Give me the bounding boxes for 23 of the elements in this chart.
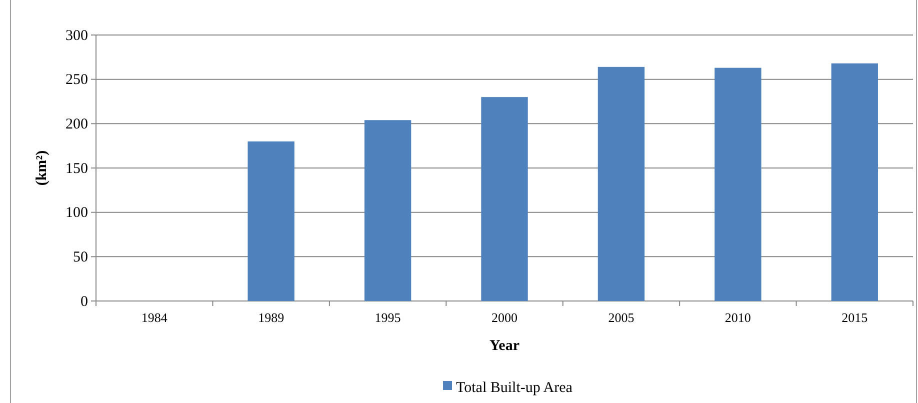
y-tick-label: 300 (66, 28, 88, 44)
y-tick-label: 200 (66, 116, 88, 132)
y-tick-label: 250 (66, 72, 88, 88)
x-tick-label: 1995 (374, 310, 401, 326)
x-tick-label: 1989 (258, 310, 284, 326)
y-tick-label: 50 (73, 249, 88, 266)
bar (714, 68, 762, 301)
bar (364, 120, 412, 301)
x-tick-label: 2005 (608, 310, 634, 326)
x-tick-label: 2010 (724, 310, 751, 326)
y-tick-label: 100 (66, 205, 88, 222)
y-tick-label: 0 (80, 294, 88, 310)
y-tick-label: 150 (66, 160, 88, 177)
x-tick-label: 2000 (492, 310, 518, 326)
y-axis-title: (km²) (34, 150, 50, 186)
bar (598, 66, 645, 301)
x-tick-label: 2015 (842, 310, 868, 326)
legend-label: Total Built-up Area (456, 380, 573, 396)
bar (481, 97, 528, 301)
x-tick-label: 1984 (141, 310, 168, 326)
bar (831, 63, 878, 301)
bar (248, 141, 294, 301)
x-axis-title: Year (490, 338, 520, 354)
